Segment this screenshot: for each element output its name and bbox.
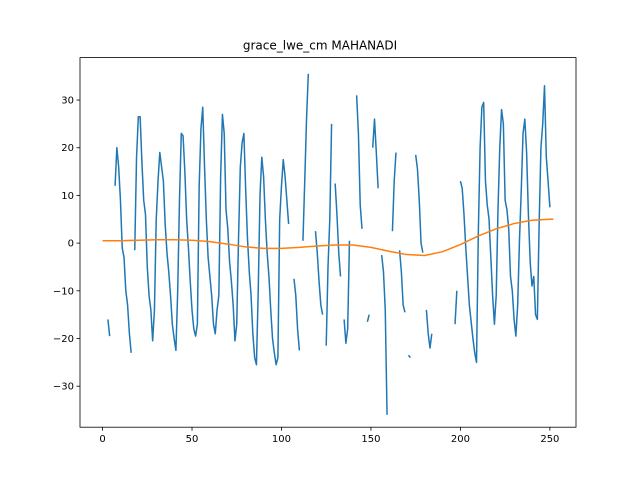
x-tick-label: 250 — [540, 434, 559, 445]
y-tick-label: 0 — [68, 239, 74, 250]
chart-title: grace_lwe_cm MAHANADI — [243, 39, 397, 53]
y-tick-label: 20 — [61, 143, 74, 154]
x-tick-label: 0 — [99, 434, 105, 445]
x-tick-label: 100 — [272, 434, 291, 445]
x-tick-label: 50 — [186, 434, 199, 445]
series-line-2 — [102, 218, 554, 257]
x-tick-label: 150 — [361, 434, 380, 445]
y-tick-label: −10 — [53, 286, 74, 297]
y-tick-label: 30 — [61, 96, 74, 107]
y-tick-label: −20 — [53, 334, 74, 345]
axes-frame — [79, 57, 577, 428]
y-tick-label: 10 — [61, 191, 74, 202]
y-tick-label: −30 — [53, 382, 74, 393]
series-line-1 — [107, 73, 551, 415]
axis-ticks: 0 50 100 150 200 250 −30 −20 −10 0 10 20 30 — [53, 96, 560, 446]
plot-area — [102, 73, 554, 415]
x-tick-label: 200 — [451, 434, 470, 445]
